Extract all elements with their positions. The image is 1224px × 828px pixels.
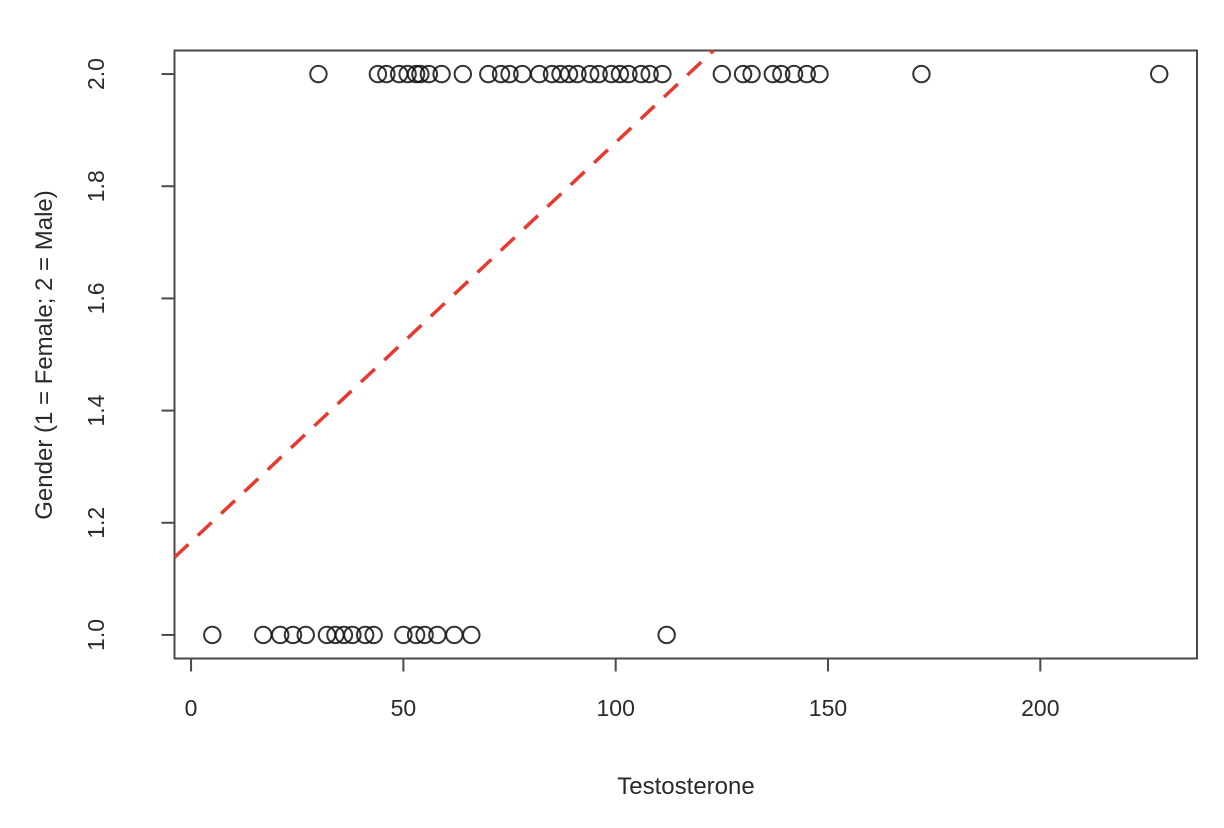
data-point-male [419,64,439,84]
x-axis-tick-label: 150 [809,695,847,721]
data-point-female [283,625,303,645]
data-point-female [355,625,375,645]
data-point-male [589,64,608,84]
data-point-male [772,64,791,84]
data-point-female [343,625,362,645]
y-axis-tick-label: 1.6 [83,282,109,314]
data-point-female [364,625,383,645]
data-point-female [394,625,413,645]
data-point-male [912,64,931,84]
data-point-male [568,64,587,84]
data-point-male [631,64,651,84]
data-point-male [784,64,804,84]
data-point-male [491,64,511,84]
data-point-male [398,64,417,84]
x-axis-title: Testosterone [617,773,755,800]
y-axis-title: Gender (1 = Female; 2 = Male) [31,190,58,520]
data-point-male [432,64,451,84]
data-point-female [296,625,315,645]
data-point-female [254,625,273,645]
data-point-female [462,625,481,645]
regression-line [173,49,715,559]
data-point-female [203,625,222,645]
data-point-male [733,64,753,84]
data-point-male [619,64,638,84]
y-axis-tick-label: 1.8 [83,170,109,202]
data-point-male [712,64,732,84]
data-point-male [513,64,532,84]
data-point-male [368,64,388,84]
data-point-female [271,625,290,645]
data-point-male [1150,64,1169,84]
y-axis-tick-label: 1.4 [83,394,109,426]
data-point-female [334,625,354,645]
data-point-male [479,64,498,84]
data-point-female [445,625,464,645]
data-point-male [581,64,600,84]
data-point-male [411,64,430,84]
data-point-male [406,64,426,84]
data-point-female [415,625,434,645]
x-axis-tick-label: 100 [596,695,634,721]
data-point-male [640,64,659,84]
data-point-male [763,64,782,84]
data-point-female [428,625,447,645]
x-axis-tick-label: 50 [391,695,417,721]
data-point-male [530,64,549,84]
data-point-male [453,64,473,84]
y-axis-tick-label: 2.0 [83,58,109,90]
data-point-male [797,64,816,84]
data-point-female [406,625,426,645]
x-axis-tick-label: 200 [1021,695,1059,721]
x-axis-tick-label: 0 [185,695,198,721]
y-axis-tick-label: 1.0 [83,619,109,651]
data-point-male [610,64,630,84]
data-point-male [500,64,519,84]
data-point-male [742,64,761,84]
data-point-male [653,64,672,84]
data-point-male [309,64,328,84]
data-point-male [559,64,579,84]
plot-border [173,49,1198,660]
data-point-male [377,64,396,84]
data-point-female [657,625,676,645]
data-point-male [810,64,829,84]
y-axis-tick-label: 1.2 [83,507,109,539]
